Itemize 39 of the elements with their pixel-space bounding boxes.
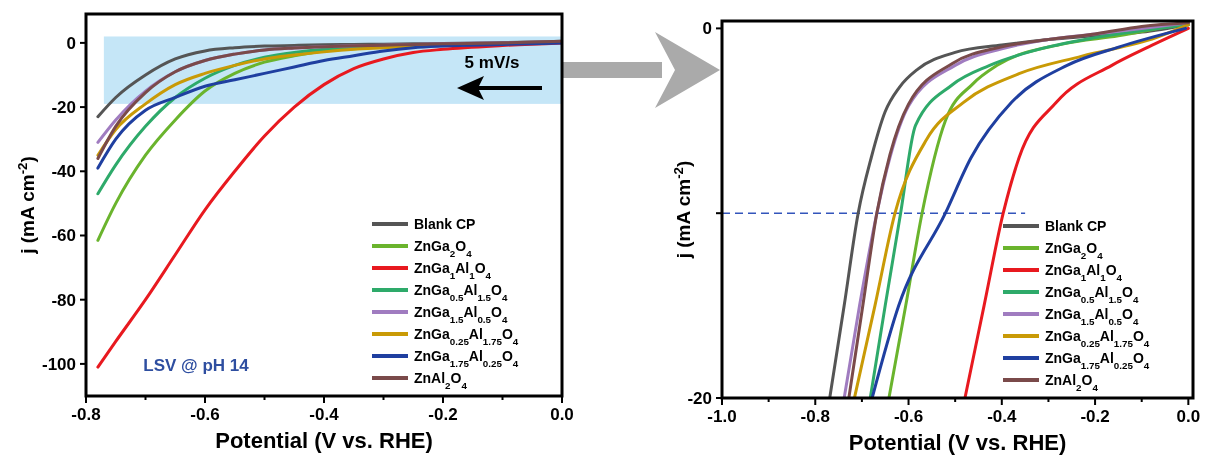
annotation: 5 mV/s: [464, 53, 520, 72]
legend-label: ZnGa$_{2}$O$_{4}$: [1045, 240, 1104, 261]
x-tick-label: -0.2: [428, 405, 458, 424]
legend-label: ZnGa$_{0.5}$Al$_{1.5}$O$_{4}$: [1045, 284, 1139, 305]
x-tick-label: -0.6: [893, 407, 924, 426]
y-tick-label: 0: [66, 33, 76, 53]
legend-label: ZnGa$_{0.25}$Al$_{1.75}$O$_{4}$: [414, 326, 519, 347]
x-tick-label: -0.8: [800, 407, 830, 426]
x-tick-label: -0.4: [309, 405, 340, 424]
y-tick-label: 0: [702, 19, 712, 39]
y-tick-label: -20: [51, 98, 76, 118]
x-axis-title: Potential (V vs. RHE): [215, 428, 433, 453]
x-tick-label: -1.0: [707, 407, 737, 426]
x-axis-title: Potential (V vs. RHE): [848, 430, 1067, 455]
legend-label: ZnGa$_{1.5}$Al$_{0.5}$O$_{4}$: [414, 304, 508, 325]
annotation: LSV @ pH 14: [143, 356, 250, 375]
legend-label: ZnGa$_{1}$Al$_{1}$O$_{4}$: [1045, 262, 1123, 283]
legend-label: ZnGa$_{2}$O$_{4}$: [414, 238, 473, 259]
x-tick-label: -0.2: [1080, 407, 1110, 426]
legend-label: ZnGa$_{0.25}$Al$_{1.75}$O$_{4}$: [1045, 328, 1150, 349]
legend-label: ZnGa$_{1.75}$Al$_{0.25}$O$_{4}$: [1045, 350, 1150, 371]
y-tick-label: -40: [51, 162, 76, 182]
legend-label: ZnGa$_{1.5}$Al$_{0.5}$O$_{4}$: [1045, 306, 1139, 327]
legend-label: Blank CP: [1045, 218, 1107, 234]
legend-label: ZnGa$_{0.5}$Al$_{1.5}$O$_{4}$: [414, 282, 508, 303]
x-tick-label: 0.0: [1176, 407, 1201, 426]
y-tick-label: -100: [41, 354, 76, 374]
y-tick-label: -60: [51, 226, 76, 246]
legend-label: ZnGa$_{1}$Al$_{1}$O$_{4}$: [414, 260, 492, 281]
x-tick-label: -0.8: [71, 405, 101, 424]
y-tick-label: -80: [51, 290, 76, 310]
x-tick-label: 0.0: [550, 405, 574, 424]
legend-label: ZnAl$_{2}$O$_{4}$: [1045, 372, 1099, 393]
legend-label: ZnAl$_{2}$O$_{4}$: [414, 370, 468, 391]
legend-label: ZnGa$_{1.75}$Al$_{0.25}$O$_{4}$: [414, 348, 519, 369]
y-tick-label: -20: [687, 389, 712, 408]
legend-label: Blank CP: [414, 216, 476, 232]
x-tick-label: -0.4: [987, 407, 1017, 426]
x-tick-label: -0.6: [190, 405, 220, 424]
